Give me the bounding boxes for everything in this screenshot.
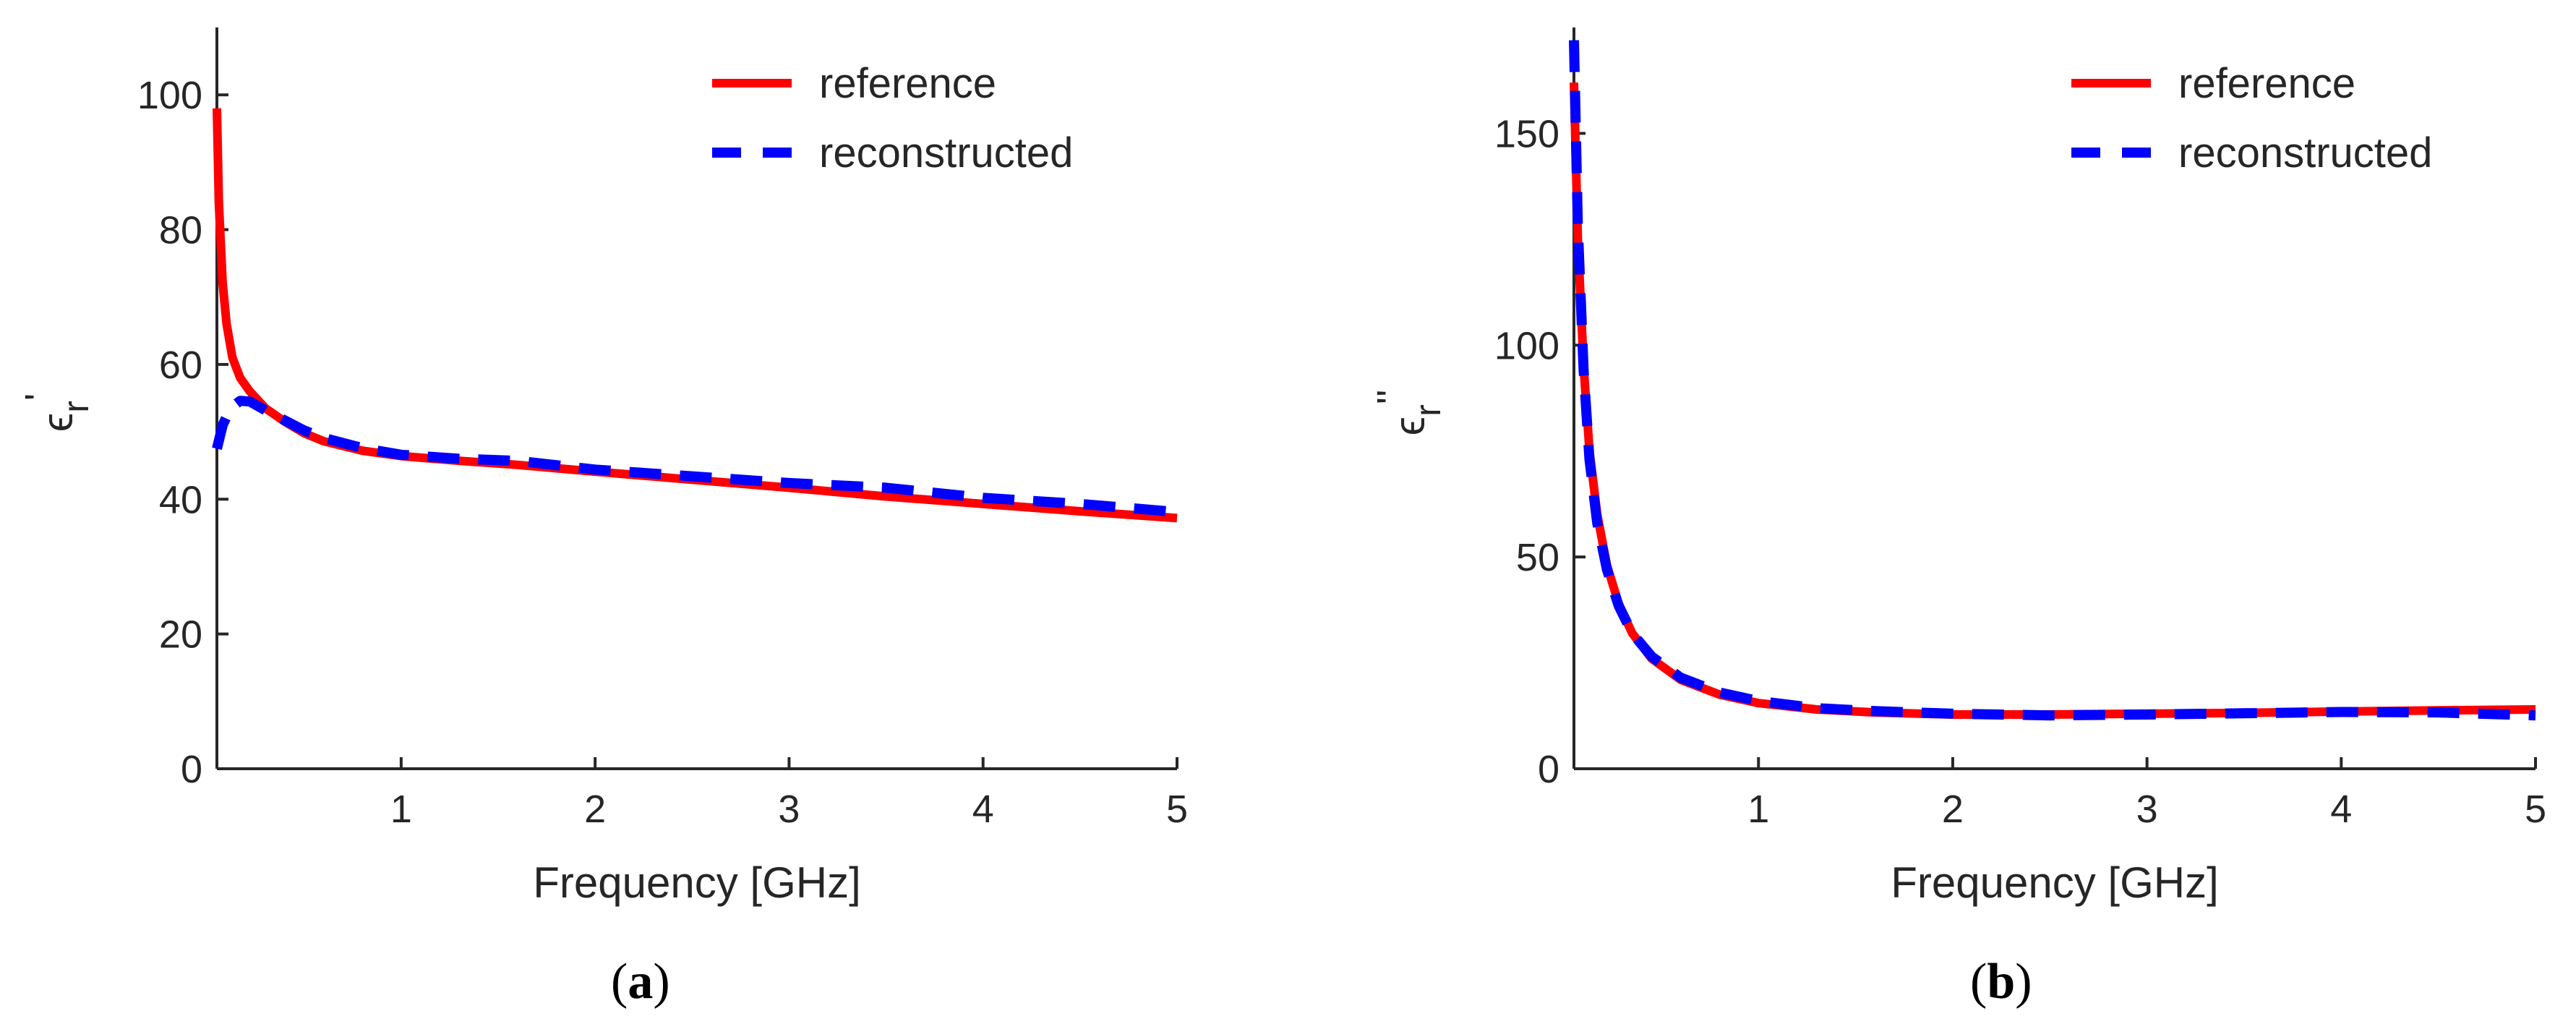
chart-a-ytick-label: 60 <box>159 344 202 387</box>
chart-b-xtick-label: 2 <box>1942 788 1964 831</box>
caption-b-letter: b <box>1987 954 2016 1010</box>
chart-panel-a: 1 2 3 4 5 0 20 40 60 80 100 Frequency [GHz] ϵr' refer… <box>0 0 1301 1010</box>
chart-a-xtick-label: 5 <box>1166 788 1188 831</box>
chart-a-xtick-label: 2 <box>584 788 606 831</box>
chart-a-svg: 1 2 3 4 5 0 20 40 60 80 100 Frequency [GHz] ϵr' refer… <box>17 27 1188 907</box>
caption-b-wrap: (b) <box>1970 954 2032 1010</box>
chart-panel-b: 1 2 3 4 5 0 50 100 150 Frequency [GHz] ϵr'' referen… <box>1352 0 2576 1010</box>
chart-a-ytick-label: 100 <box>137 74 202 117</box>
chart-a-legend-label-reference: reference <box>819 60 996 107</box>
chart-b-ylabel-subscript: r <box>1408 404 1448 417</box>
chart-b-xtick-label: 1 <box>1747 788 1769 831</box>
caption-a: (a) <box>611 954 670 1010</box>
chart-b-legend-label-reference: reference <box>2178 60 2355 107</box>
chart-b-ytick-label: 100 <box>1494 324 1559 367</box>
chart-b-series-reference <box>1570 82 2536 719</box>
chart-b-xtick-label: 5 <box>2525 788 2546 831</box>
chart-b-ylabel-prime: '' <box>1369 390 1413 405</box>
chart-b-ylabel-symbol: ϵ <box>1385 417 1434 436</box>
chart-a-series-reconstructed <box>212 396 1178 517</box>
chart-a-ytick-label: 80 <box>159 209 202 252</box>
chart-b-ytick-label: 50 <box>1516 536 1559 579</box>
chart-b-xtick-label: 4 <box>2330 788 2352 831</box>
chart-a-ytick-label: 0 <box>181 748 202 791</box>
chart-b-ytick-label: 150 <box>1494 112 1559 155</box>
chart-b-x-axis-label: Frequency [GHz] <box>1891 858 2219 907</box>
chart-a-ytick-label: 20 <box>159 613 202 657</box>
caption-a-letter: a <box>628 954 654 1010</box>
chart-b-xtick-label: 3 <box>2136 788 2158 831</box>
chart-a-xtick-label: 1 <box>390 788 412 831</box>
chart-b-legend-label-reconstructed: reconstructed <box>2178 129 2432 176</box>
chart-b-y-axis-label: ϵr'' <box>1369 390 1448 436</box>
chart-a-x-axis-label: Frequency [GHz] <box>533 858 861 907</box>
chart-b-ytick-label: 0 <box>1538 748 1559 791</box>
chart-a-y-axis-label: ϵr' <box>17 393 96 432</box>
chart-a-legend-label-reconstructed: reconstructed <box>819 129 1073 176</box>
chart-a-ylabel-symbol: ϵ <box>33 413 82 432</box>
chart-a-ylabel-prime: ' <box>17 393 61 401</box>
chart-a-ytick-label: 40 <box>159 478 202 521</box>
chart-a-xtick-label: 3 <box>778 788 800 831</box>
chart-a-ylabel-subscript: r <box>56 401 96 413</box>
chart-a-xtick-label: 4 <box>972 788 994 831</box>
